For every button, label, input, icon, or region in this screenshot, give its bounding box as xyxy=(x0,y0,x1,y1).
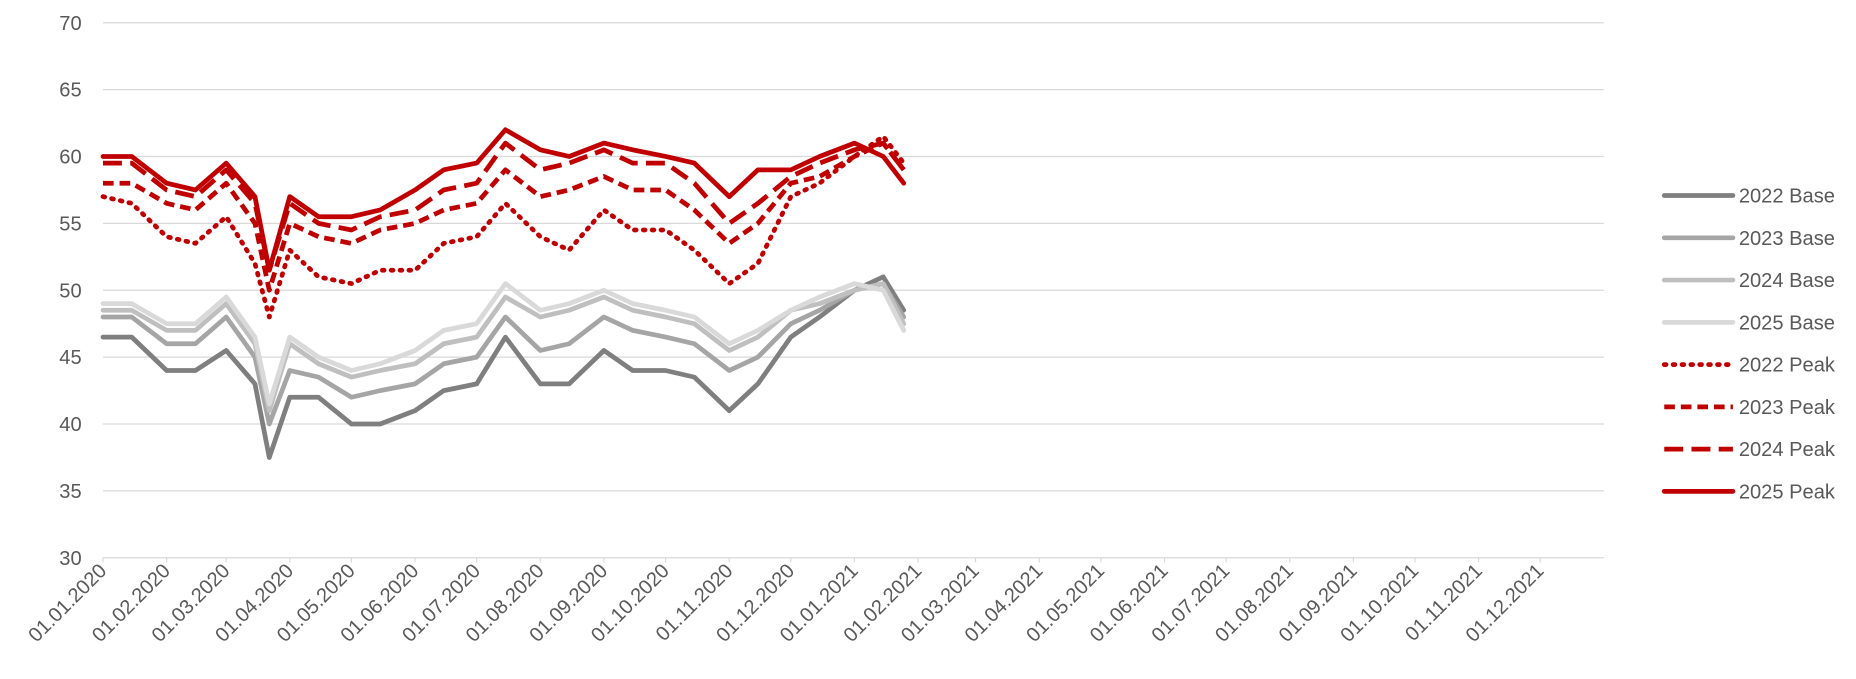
legend-label: 2022 Peak xyxy=(1739,355,1836,377)
series-line xyxy=(100,134,907,320)
legend-label: 2025 Base xyxy=(1739,312,1835,334)
y-tick-label: 40 xyxy=(59,414,81,436)
legend-label: 2025 Peak xyxy=(1739,481,1836,503)
y-tick-label: 65 xyxy=(59,80,81,102)
legend-label: 2023 Peak xyxy=(1739,397,1836,419)
legend-label: 2023 Base xyxy=(1739,228,1835,250)
y-tick-label: 55 xyxy=(59,213,81,235)
series-line xyxy=(100,127,907,273)
y-tick-label: 70 xyxy=(59,13,81,35)
y-tick-label: 35 xyxy=(59,481,81,503)
series-line xyxy=(100,281,907,413)
legend-label: 2024 Base xyxy=(1739,270,1835,292)
series-line xyxy=(102,140,906,293)
series-line xyxy=(100,274,907,460)
legend-label: 2024 Peak xyxy=(1739,439,1836,461)
series-line xyxy=(102,140,906,273)
y-tick-label: 60 xyxy=(59,147,81,169)
y-tick-label: 50 xyxy=(59,280,81,302)
series-line xyxy=(100,281,907,427)
legend-label: 2022 Base xyxy=(1739,186,1835,208)
y-tick-label: 30 xyxy=(59,548,81,570)
y-tick-label: 45 xyxy=(59,347,81,369)
series-line xyxy=(100,281,907,407)
